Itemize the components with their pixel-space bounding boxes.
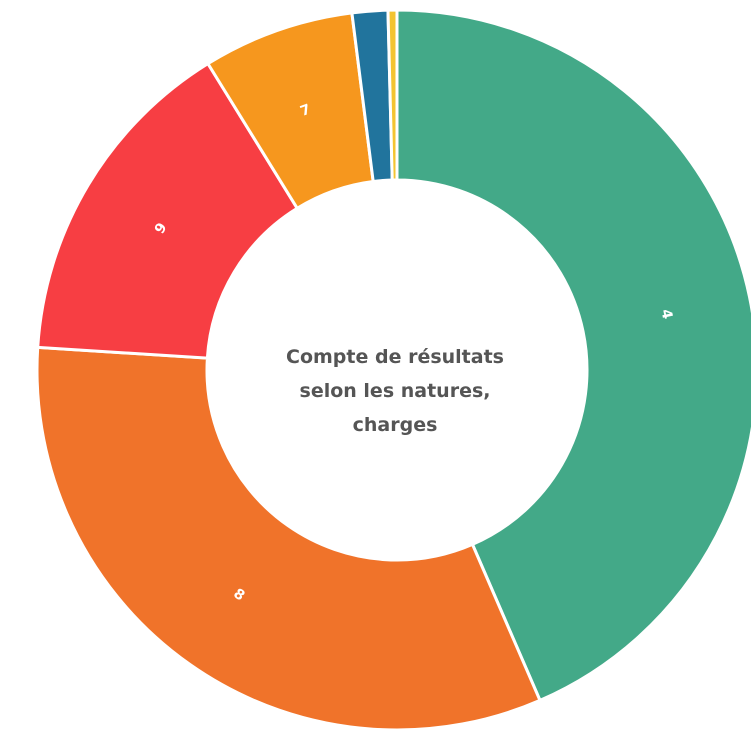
chart-title-line-3: charges [352, 414, 438, 436]
donut-slice-1[interactable] [35, 345, 542, 732]
donut-slice-0[interactable] [395, 8, 751, 703]
chart-title: Compte de résultats selon les natures, c… [265, 340, 525, 442]
donut-slice-label-0: 4 [657, 308, 675, 321]
donut-slice-2[interactable] [36, 61, 300, 360]
donut-slice-5[interactable] [386, 8, 399, 182]
chart-title-line-1: Compte de résultats [286, 346, 504, 368]
chart-title-line-2: selon les natures, [299, 380, 491, 402]
donut-slices [35, 8, 751, 732]
